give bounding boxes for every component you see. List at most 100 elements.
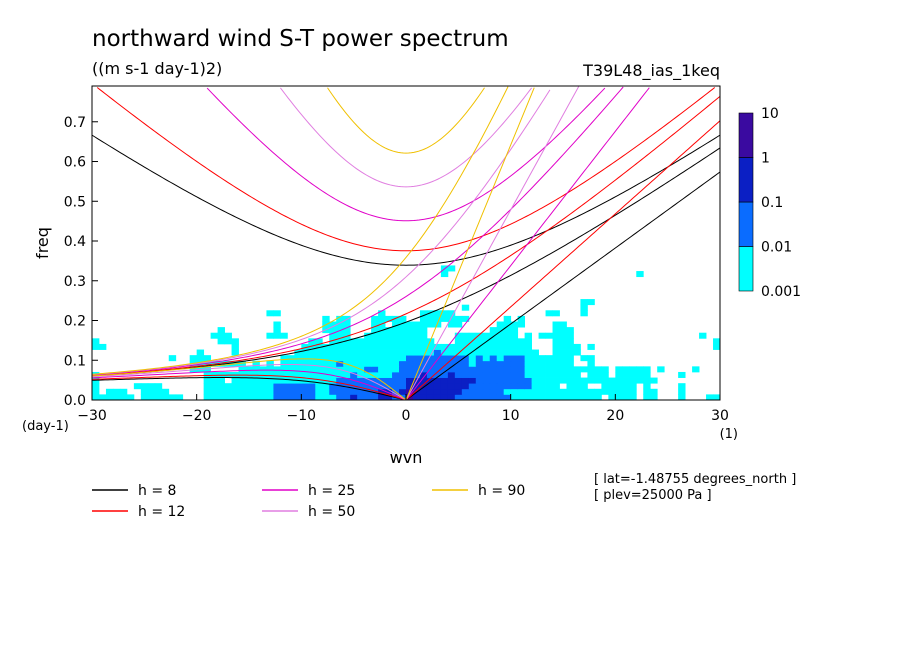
heatmap-cell <box>552 349 560 356</box>
heatmap-cell <box>517 343 526 350</box>
heatmap-cell <box>259 383 267 390</box>
heatmap-cell <box>419 366 428 373</box>
heatmap-cell <box>364 388 372 395</box>
heatmap-cell <box>496 355 505 362</box>
heatmap-cell <box>601 371 609 378</box>
heatmap-cell <box>587 355 595 362</box>
heatmap-cell <box>489 366 498 373</box>
heatmap-cell <box>196 355 205 362</box>
heatmap-cell <box>552 338 560 345</box>
heatmap-cell <box>350 371 358 378</box>
heatmap-cell <box>329 355 337 362</box>
heatmap-cell <box>454 343 463 350</box>
heatmap-cell <box>343 383 351 390</box>
dispersion-curve-h12 <box>405 120 721 401</box>
heatmap-cell <box>636 366 644 373</box>
heatmap-cell <box>419 377 428 384</box>
heatmap-cell <box>406 321 414 328</box>
heatmap-cell <box>510 394 519 401</box>
heatmap-cell <box>322 383 330 390</box>
y-tick-label: 0.0 <box>64 393 86 409</box>
colorbar-label: 0.01 <box>761 240 792 256</box>
heatmap-cell <box>280 360 288 367</box>
heatmap-cell <box>203 388 212 395</box>
y-axis: 0.0 0.1 0.2 0.3 0.4 0.5 0.6 0.7 <box>64 115 98 409</box>
heatmap-cell <box>517 371 526 378</box>
x-tick-label: −30 <box>77 408 107 424</box>
heatmap-cell <box>287 383 295 390</box>
heatmap-cell <box>566 366 574 373</box>
heatmap-cell <box>475 355 484 362</box>
heatmap-cell <box>475 377 484 384</box>
heatmap-cell <box>419 327 428 334</box>
heatmap-cell <box>552 343 560 350</box>
heatmap-cell <box>196 349 205 356</box>
heatmap-cell <box>503 377 512 384</box>
heatmap-cell <box>399 343 407 350</box>
dispersion-curve-h25 <box>91 369 407 401</box>
heatmap-field <box>92 265 721 401</box>
heatmap-cell <box>329 327 337 334</box>
heatmap-cell <box>371 355 379 362</box>
heatmap-cell <box>231 388 239 395</box>
heatmap-cell <box>343 338 351 345</box>
heatmap-cell <box>412 360 421 367</box>
heatmap-cell <box>273 366 281 373</box>
heatmap-cell <box>280 355 288 362</box>
heatmap-cell <box>566 343 574 350</box>
heatmap-cell <box>531 349 539 356</box>
heatmap-cell <box>336 394 344 401</box>
heatmap-cell <box>566 371 574 378</box>
heatmap-cell <box>601 388 609 395</box>
heatmap-cell <box>440 271 449 278</box>
heatmap-cell <box>475 366 484 373</box>
heatmap-cell <box>231 338 239 345</box>
legend-label: h = 12 <box>138 504 185 520</box>
heatmap-cell <box>489 377 498 384</box>
heatmap-cell <box>566 360 574 367</box>
heatmap-cell <box>287 388 295 395</box>
heatmap-cell <box>294 383 302 390</box>
heatmap-cell <box>615 383 623 390</box>
heatmap-cell <box>559 343 567 350</box>
heatmap-cell <box>252 383 260 390</box>
heatmap-cell <box>399 383 407 390</box>
heatmap-cell <box>406 355 414 362</box>
dispersion-curve-h90 <box>91 86 509 375</box>
heatmap-cell <box>231 349 239 356</box>
heatmap-cell <box>273 321 281 328</box>
heatmap-cell <box>336 388 344 395</box>
heatmap-cell <box>524 388 532 395</box>
heatmap-cell <box>517 388 526 395</box>
heatmap-cell <box>385 338 393 345</box>
heatmap-cell <box>357 349 365 356</box>
heatmap-cell <box>489 355 498 362</box>
heatmap-cell <box>552 394 560 401</box>
heatmap-cell <box>301 377 309 384</box>
heatmap-cell <box>399 366 407 373</box>
heatmap-cell <box>699 332 707 339</box>
heatmap-cell <box>406 371 414 378</box>
heatmap-cell <box>301 388 309 395</box>
heatmap-cell <box>371 349 379 356</box>
heatmap-cell <box>385 388 393 395</box>
heatmap-cell <box>622 366 630 373</box>
heatmap-cell <box>343 371 351 378</box>
heatmap-cell <box>266 310 274 317</box>
pressure-annotation: [ plev=25000 Pa ] <box>594 488 712 503</box>
heatmap-cell <box>496 349 505 356</box>
heatmap-cell <box>433 310 442 317</box>
heatmap-cell <box>406 377 414 384</box>
heatmap-cell <box>399 327 407 334</box>
heatmap-cell <box>503 338 512 345</box>
heatmap-cell <box>378 366 386 373</box>
heatmap-cell <box>399 315 407 322</box>
heatmap-cell <box>482 388 491 395</box>
heatmap-cell <box>245 377 253 384</box>
heatmap-cell <box>210 332 218 339</box>
heatmap-cell <box>426 310 435 317</box>
heatmap-cell <box>587 366 595 373</box>
heatmap-cell <box>378 388 386 395</box>
heatmap-cell <box>426 366 435 373</box>
heatmap-cell <box>433 383 442 390</box>
